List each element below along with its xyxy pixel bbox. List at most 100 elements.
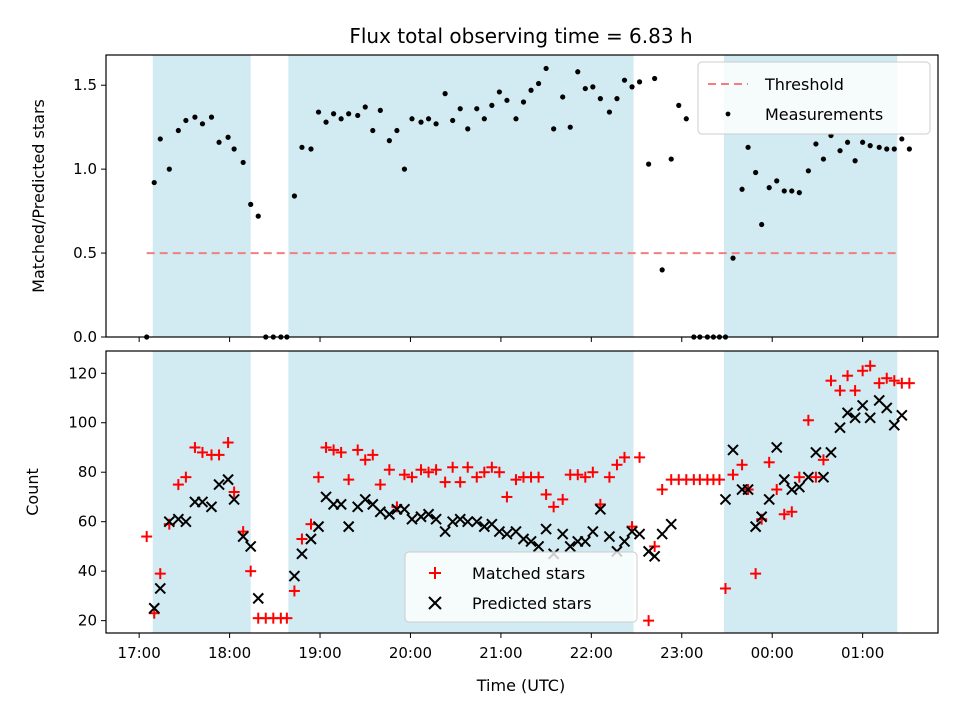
measurement-point <box>867 143 873 149</box>
measurement-point <box>597 96 603 102</box>
matched-star-point <box>656 484 668 496</box>
predicted-star-point <box>786 483 798 496</box>
predicted-star-point <box>727 444 739 456</box>
predicted-star-point <box>415 511 427 523</box>
matched-star-point <box>493 466 505 478</box>
predicted-star-point <box>305 533 317 545</box>
y-tick-label: 40 <box>78 562 97 580</box>
matched-star-point <box>817 454 829 466</box>
measurement-point <box>614 96 620 102</box>
measurement-point <box>225 134 231 140</box>
bottom-panel: 20 40 60 80 100 120 17:00 18:00 19:00 20:00 21:00 2… <box>23 350 939 695</box>
predicted-star-point <box>196 496 209 508</box>
x-tick-label: 18:00 <box>208 644 251 662</box>
predicted-star-point <box>454 513 466 525</box>
measurement-point <box>683 116 689 122</box>
matched-star-point <box>439 476 451 488</box>
top-legend-box <box>697 61 931 135</box>
matched-stars-legend-label: Matched stars <box>472 564 585 583</box>
matched-star-point <box>343 474 355 486</box>
matched-star-point <box>296 533 308 545</box>
matched-star-point <box>649 540 661 552</box>
measurement-point <box>745 144 751 150</box>
predicted-star-point <box>825 446 837 459</box>
matched-star-point <box>313 471 325 483</box>
predicted-star-point <box>881 402 893 414</box>
x-tick-label: 23:00 <box>660 644 703 662</box>
predicted-star-point <box>540 523 552 535</box>
measurement-point <box>151 179 157 186</box>
predicted-star-point <box>180 515 192 528</box>
matched-star-point <box>778 508 790 520</box>
measurement-point <box>291 193 298 199</box>
x-tick-label: 17:00 <box>118 644 161 662</box>
predicted-star-point <box>817 471 830 483</box>
measurement-point <box>899 136 905 142</box>
measurement-point <box>820 156 827 162</box>
y-tick-label: 1.5 <box>73 76 97 94</box>
measurement-point <box>315 109 322 115</box>
measurement-point <box>489 102 495 108</box>
y-tick-label: 120 <box>68 364 97 382</box>
measurement-point <box>860 139 866 145</box>
predicted-star-point <box>579 535 592 548</box>
measurement-point <box>355 112 361 119</box>
matched-star-point <box>834 385 846 397</box>
y-tick-label: 0.5 <box>73 244 97 262</box>
measurement-point <box>338 116 344 122</box>
observing-period-band <box>152 55 251 337</box>
y-tick-label: 100 <box>68 414 97 432</box>
predicted-star-point <box>802 471 815 483</box>
measurement-point <box>582 85 588 92</box>
matched-star-point <box>510 474 522 486</box>
predicted-star-point <box>335 498 347 511</box>
measurement-point <box>409 116 415 122</box>
measurements-series <box>144 65 912 340</box>
measurement-point <box>157 136 163 142</box>
measurement-point <box>346 111 352 117</box>
measurement-point <box>551 126 557 132</box>
bottom-legend: Matched stars Predicted stars <box>404 551 638 623</box>
predicted-star-point <box>430 513 442 525</box>
predicted-star-point <box>501 528 513 540</box>
matched-star-point <box>903 377 915 389</box>
observing-period-band <box>723 351 898 633</box>
measurements-legend-label: Measurements <box>765 105 883 124</box>
measurements-legend-swatch <box>725 111 731 117</box>
predicted-star-point <box>656 528 668 540</box>
matched-star-point <box>222 437 234 449</box>
matched-star-point <box>245 565 257 577</box>
measurement-point <box>386 138 392 144</box>
measurement-point <box>766 185 772 191</box>
top-plot-frame <box>105 54 939 338</box>
measurement-point <box>837 148 843 154</box>
predicted-star-point <box>237 530 249 543</box>
x-tick-label: 01:00 <box>841 644 884 662</box>
measurement-point <box>891 146 897 152</box>
measurement-point <box>813 141 819 147</box>
bottom-y-axis-label: Count <box>23 468 42 516</box>
predicted-star-point <box>342 520 355 533</box>
predicted-stars-legend-swatch <box>428 596 442 610</box>
matched-star-point <box>771 484 783 496</box>
predicted-star-point <box>834 421 846 434</box>
measurement-point <box>183 117 189 124</box>
measurement-point <box>240 159 246 166</box>
measurement-point <box>433 121 439 127</box>
predicted-star-point <box>374 506 387 518</box>
predicted-star-point <box>478 520 491 533</box>
measurement-point <box>175 127 181 134</box>
predicted-stars-legend-label: Predicted stars <box>472 594 592 613</box>
measurement-point <box>668 156 674 162</box>
matched-star-point <box>540 488 552 500</box>
predicted-star-point <box>252 592 264 605</box>
matched-star-point <box>713 474 725 486</box>
measurement-point <box>852 158 858 164</box>
predicted-star-point <box>719 493 732 506</box>
measurement-point <box>629 84 635 90</box>
measurement-point <box>676 102 682 108</box>
measurement-point <box>231 146 237 152</box>
measurement-point <box>481 116 487 122</box>
matched-star-point <box>802 414 814 426</box>
y-tick-label: 80 <box>78 463 97 481</box>
